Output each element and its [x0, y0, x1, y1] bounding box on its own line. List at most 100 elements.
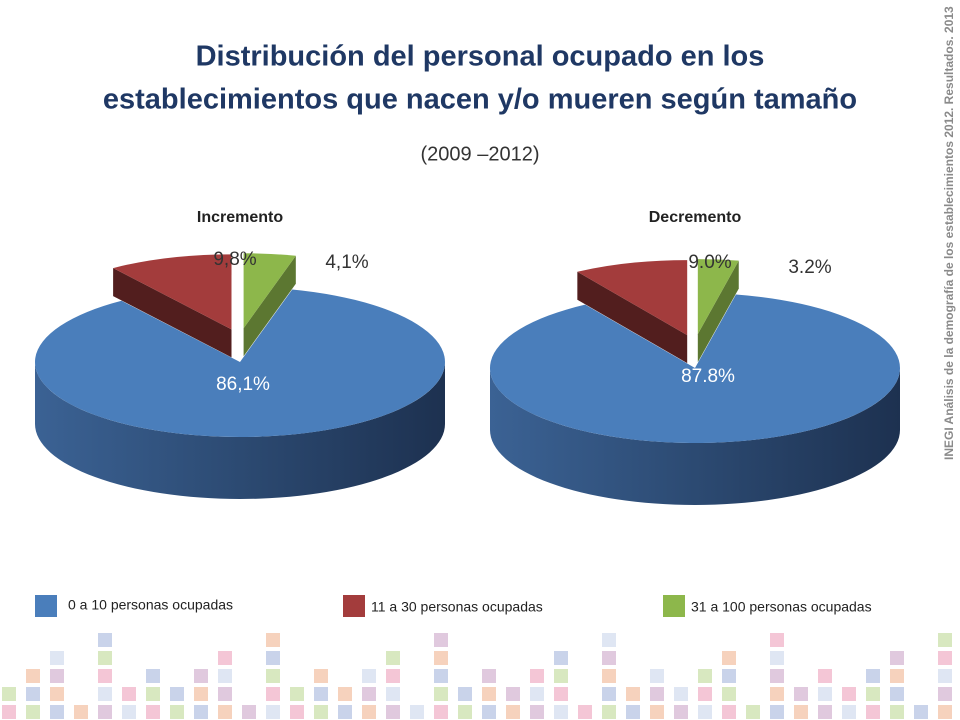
- pie-title: Incremento: [197, 209, 283, 226]
- deco-block: [674, 687, 688, 701]
- deco-block: [146, 669, 160, 683]
- deco-block: [2, 687, 16, 701]
- deco-block: [314, 687, 328, 701]
- deco-block: [458, 705, 472, 719]
- deco-block: [770, 669, 784, 683]
- deco-block: [170, 687, 184, 701]
- deco-block: [770, 687, 784, 701]
- deco-block: [698, 705, 712, 719]
- deco-block: [170, 705, 184, 719]
- deco-block: [242, 705, 256, 719]
- deco-block: [554, 669, 568, 683]
- deco-block: [98, 669, 112, 683]
- deco-block: [290, 705, 304, 719]
- deco-block: [218, 669, 232, 683]
- deco-block: [722, 687, 736, 701]
- deco-block: [554, 705, 568, 719]
- deco-block: [506, 705, 520, 719]
- deco-block: [698, 669, 712, 683]
- pie-slice: [243, 253, 296, 329]
- deco-block: [602, 705, 616, 719]
- deco-block: [290, 687, 304, 701]
- deco-block: [554, 687, 568, 701]
- data-label: 4,1%: [325, 252, 368, 273]
- deco-block: [146, 687, 160, 701]
- deco-block: [650, 705, 664, 719]
- deco-block: [26, 705, 40, 719]
- deco-block: [74, 705, 88, 719]
- deco-block: [314, 705, 328, 719]
- deco-block: [890, 651, 904, 665]
- subtitle: (2009 –2012): [421, 143, 540, 165]
- legend-label: 31 a 100 personas ocupadas: [691, 599, 872, 615]
- deco-block: [626, 705, 640, 719]
- pie-slice: [35, 289, 446, 438]
- deco-block: [602, 687, 616, 701]
- deco-block: [98, 687, 112, 701]
- deco-block: [482, 705, 496, 719]
- source-note: INEGI Análisis de la demografía de los e…: [942, 6, 956, 460]
- deco-block: [938, 651, 952, 665]
- deco-block: [530, 705, 544, 719]
- deco-block: [146, 705, 160, 719]
- legend-label: 0 a 10 personas ocupadas: [68, 597, 233, 613]
- deco-block: [266, 705, 280, 719]
- deco-block: [770, 633, 784, 647]
- deco-block: [722, 705, 736, 719]
- deco-block: [362, 669, 376, 683]
- deco-block: [386, 705, 400, 719]
- deco-block: [98, 633, 112, 647]
- deco-block: [50, 669, 64, 683]
- deco-block: [722, 651, 736, 665]
- deco-block: [602, 669, 616, 683]
- data-label: 3.2%: [788, 257, 831, 278]
- slide-title: establecimientos que nacen y/o mueren se…: [103, 84, 857, 116]
- deco-block: [746, 705, 760, 719]
- pie-title: Decremento: [649, 209, 742, 226]
- deco-block: [722, 669, 736, 683]
- deco-block: [218, 687, 232, 701]
- pie-slice: [577, 260, 688, 336]
- deco-block: [338, 705, 352, 719]
- deco-block: [794, 705, 808, 719]
- deco-block: [434, 633, 448, 647]
- deco-block: [938, 669, 952, 683]
- deco-block: [122, 687, 136, 701]
- deco-block: [50, 651, 64, 665]
- deco-block: [26, 669, 40, 683]
- deco-block: [338, 687, 352, 701]
- deco-block: [842, 687, 856, 701]
- deco-block: [818, 687, 832, 701]
- deco-block: [50, 687, 64, 701]
- legend-swatch: [35, 595, 57, 617]
- pie-side: [490, 368, 900, 505]
- deco-block: [866, 687, 880, 701]
- deco-block: [362, 687, 376, 701]
- deco-block: [410, 705, 424, 719]
- legend-swatch: [343, 595, 365, 617]
- deco-block: [386, 651, 400, 665]
- deco-block: [266, 687, 280, 701]
- deco-block: [26, 687, 40, 701]
- deco-block: [794, 687, 808, 701]
- slide-title: Distribución del personal ocupado en los: [196, 41, 765, 73]
- deco-block: [98, 705, 112, 719]
- deco-block: [218, 651, 232, 665]
- legend-swatch: [663, 595, 685, 617]
- deco-block: [530, 669, 544, 683]
- deco-block: [650, 687, 664, 701]
- deco-block: [266, 669, 280, 683]
- deco-block: [866, 669, 880, 683]
- deco-block: [578, 705, 592, 719]
- deco-block: [602, 633, 616, 647]
- pie-side: [113, 268, 232, 358]
- deco-block: [938, 687, 952, 701]
- deco-block: [554, 651, 568, 665]
- deco-block: [818, 669, 832, 683]
- data-label: 87.8%: [681, 366, 735, 387]
- data-label: 9.0%: [688, 252, 731, 273]
- pie-side: [243, 255, 296, 357]
- deco-block: [98, 651, 112, 665]
- deco-block: [458, 687, 472, 701]
- deco-block: [626, 687, 640, 701]
